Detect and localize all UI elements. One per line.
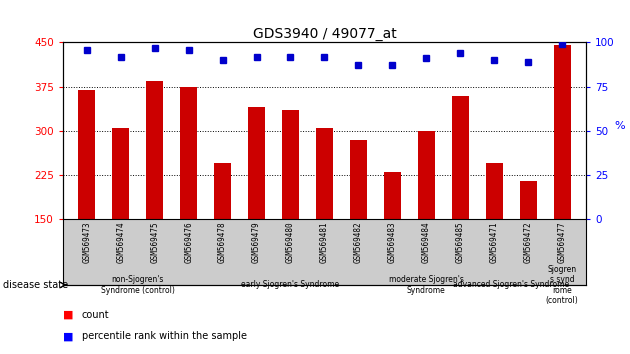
Text: GSM569477: GSM569477 <box>558 222 566 263</box>
Text: GSM569481: GSM569481 <box>320 222 329 263</box>
Text: GSM569480: GSM569480 <box>286 222 295 263</box>
Text: moderate Sjogren's
Syndrome: moderate Sjogren's Syndrome <box>389 275 464 295</box>
Text: Sjogren
s synd
rome
(control): Sjogren s synd rome (control) <box>546 265 578 305</box>
Bar <box>248 107 265 308</box>
Bar <box>418 131 435 308</box>
Bar <box>180 87 197 308</box>
Text: GSM569472: GSM569472 <box>524 222 533 263</box>
Text: non-Sjogren's
Syndrome (control): non-Sjogren's Syndrome (control) <box>101 275 175 295</box>
Bar <box>452 96 469 308</box>
Bar <box>520 181 537 308</box>
Title: GDS3940 / 49077_at: GDS3940 / 49077_at <box>253 28 396 41</box>
Text: GSM569471: GSM569471 <box>490 222 499 263</box>
Bar <box>486 164 503 308</box>
Text: GSM569485: GSM569485 <box>455 222 465 263</box>
Text: GSM569482: GSM569482 <box>354 222 363 263</box>
Bar <box>282 110 299 308</box>
Text: GSM569475: GSM569475 <box>150 222 159 263</box>
Text: percentile rank within the sample: percentile rank within the sample <box>82 331 247 341</box>
Text: ■: ■ <box>63 331 74 341</box>
Bar <box>112 128 129 308</box>
Text: disease state: disease state <box>3 280 68 290</box>
Text: count: count <box>82 310 110 320</box>
Y-axis label: %: % <box>615 121 626 131</box>
Bar <box>146 81 163 308</box>
Text: GSM569479: GSM569479 <box>252 222 261 263</box>
Bar <box>554 45 571 308</box>
Bar <box>316 128 333 308</box>
Text: ■: ■ <box>63 310 74 320</box>
Bar <box>214 164 231 308</box>
Text: GSM569478: GSM569478 <box>218 222 227 263</box>
Bar <box>384 172 401 308</box>
Text: advanced Sjogren's Syndrome: advanced Sjogren's Syndrome <box>453 280 570 290</box>
Text: GSM569484: GSM569484 <box>422 222 431 263</box>
Text: GSM569476: GSM569476 <box>184 222 193 263</box>
Bar <box>350 140 367 308</box>
Text: GSM569473: GSM569473 <box>83 222 91 263</box>
Text: GSM569483: GSM569483 <box>388 222 397 263</box>
Text: GSM569474: GSM569474 <box>116 222 125 263</box>
Text: early Sjogren's Syndrome: early Sjogren's Syndrome <box>241 280 340 290</box>
Bar <box>78 90 95 308</box>
